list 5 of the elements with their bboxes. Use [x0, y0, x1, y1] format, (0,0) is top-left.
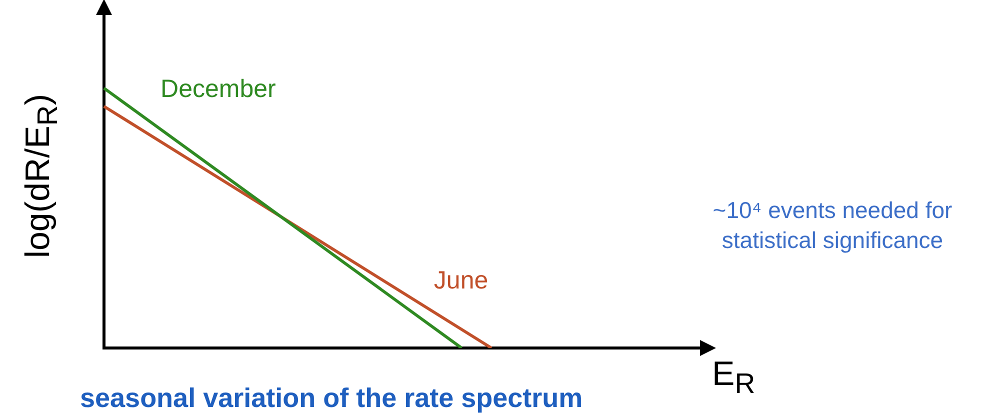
- series-label: December: [160, 75, 276, 104]
- x-axis-title: E$_{R}$: [712, 355, 756, 401]
- text: seasonal variation of the rate spectrum: [80, 383, 583, 414]
- series-label: June: [434, 266, 488, 295]
- text: ~10⁴ events needed for statistical significance: [712, 196, 954, 255]
